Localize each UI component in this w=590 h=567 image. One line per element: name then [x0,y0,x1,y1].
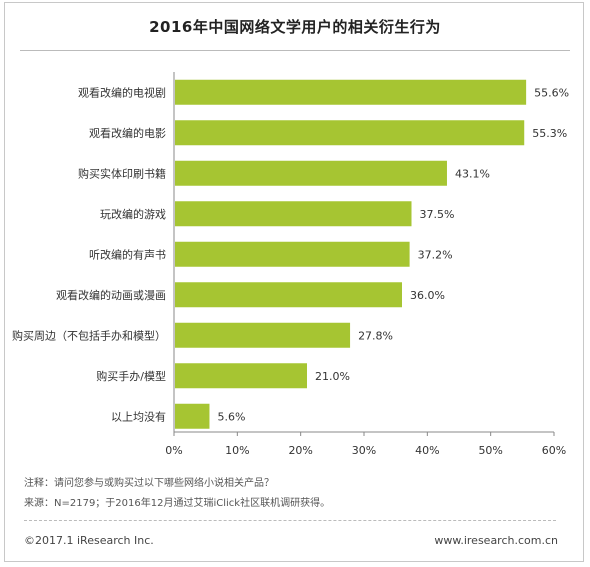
category-label-6: 购买周边（不包括手办和模型） [12,328,166,342]
value-label-1: 55.3% [532,127,567,140]
title-divider [20,50,570,51]
chart-title: 2016年中国网络文学用户的相关衍生行为 [149,18,441,36]
bar-6 [175,322,351,348]
bar-5 [175,282,402,308]
category-label-4: 听改编的有声书 [89,247,166,261]
bar-chart: 观看改编的电视剧观看改编的电影购买实体印刷书籍玩改编的游戏听改编的有声书观看改编… [12,72,569,457]
value-label-4: 37.2% [418,248,453,261]
x-tick-label-0: 0% [165,444,182,457]
x-tick-label-4: 40% [415,444,439,457]
category-label-7: 购买手办/模型 [96,369,166,383]
bar-2 [175,160,447,186]
value-label-3: 37.5% [420,208,455,221]
question-note: 注释：请问您参与或购买过以下哪些网络小说相关产品？ [24,478,274,489]
value-label-7: 21.0% [315,370,350,383]
category-label-8: 以上均没有 [111,409,166,423]
value-label-6: 27.8% [358,329,393,342]
bar-3 [175,201,412,227]
bar-1 [175,120,525,146]
bar-8 [175,403,210,429]
x-tick-label-2: 20% [288,444,312,457]
copyright-text: ©2017.1 iResearch Inc. [24,534,154,547]
value-labels-group: 55.6% 55.3% 43.1% 37.5% 37.2% 36.0% 27.8% 21.0%… [217,86,569,423]
x-tick-label-1: 10% [225,444,249,457]
bar-7 [175,363,307,389]
value-label-0: 55.6% [534,86,569,99]
category-label-3: 玩改编的游戏 [100,207,166,221]
value-label-8: 5.6% [217,410,245,423]
bar-4 [175,241,410,267]
x-axis-group: 0% 10% 20% 30% 40% 50% 60% [165,72,566,457]
category-label-2: 购买实体印刷书籍 [78,166,166,180]
bars-group [175,79,527,429]
x-tick-label-3: 30% [352,444,376,457]
footer-divider [24,520,556,521]
value-label-5: 36.0% [410,289,445,302]
category-label-5: 观看改编的动画或漫画 [56,288,166,302]
category-label-1: 观看改编的电影 [89,126,166,140]
website-text: www.iresearch.com.cn [434,534,558,547]
x-tick-label-5: 50% [478,444,502,457]
bar-0 [175,79,527,105]
category-labels-group: 观看改编的电视剧观看改编的电影购买实体印刷书籍玩改编的游戏听改编的有声书观看改编… [12,85,166,423]
value-label-2: 43.1% [455,167,490,180]
category-label-0: 观看改编的电视剧 [78,85,166,99]
source-note: 来源：N=2179；于2016年12月通过艾瑞iClick社区联机调研获得。 [24,498,331,509]
x-tick-label-6: 60% [542,444,566,457]
